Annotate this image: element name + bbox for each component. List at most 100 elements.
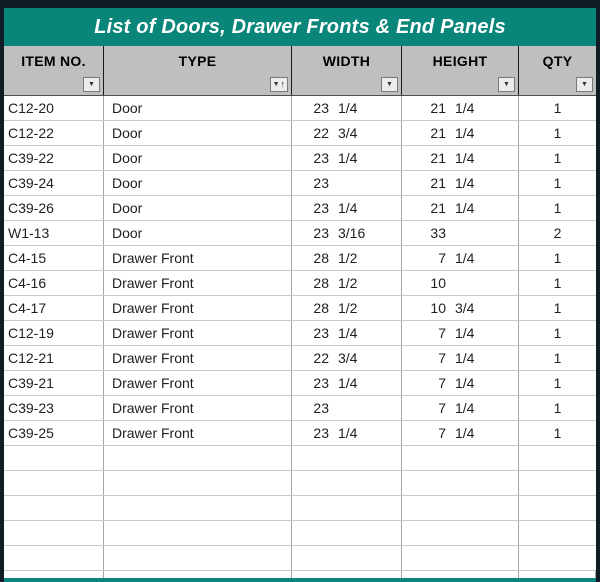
qty-cell[interactable]: 1 [553, 425, 562, 441]
width-cell[interactable]: 23 1/4 [292, 196, 402, 220]
filter-dropdown-button[interactable]: ▼ [576, 77, 593, 92]
type-cell[interactable]: Door [104, 146, 292, 170]
empty-cell[interactable] [104, 471, 292, 495]
width-cell[interactable]: 23 1/4 [292, 421, 402, 445]
height-cell[interactable]: 21 1/4 [402, 196, 519, 220]
qty-cell[interactable]: 1 [553, 100, 562, 116]
type-cell[interactable]: Door [104, 171, 292, 195]
height-cell[interactable]: 21 1/4 [402, 146, 519, 170]
qty-cell[interactable]: 1 [553, 400, 562, 416]
empty-cell[interactable] [519, 471, 596, 495]
width-cell[interactable]: 28 1/2 [292, 296, 402, 320]
item-no-cell[interactable]: C39-25 [4, 421, 104, 445]
empty-cell[interactable] [4, 521, 104, 545]
height-cell[interactable]: 7 1/4 [402, 371, 519, 395]
empty-cell[interactable] [104, 521, 292, 545]
item-no-cell[interactable]: C4-16 [4, 271, 104, 295]
width-cell[interactable]: 23 1/4 [292, 146, 402, 170]
height-cell[interactable]: 7 1/4 [402, 346, 519, 370]
empty-cell[interactable] [104, 496, 292, 520]
width-cell[interactable]: 23 [292, 171, 402, 195]
item-no-cell[interactable]: C12-20 [4, 96, 104, 120]
qty-cell[interactable]: 1 [553, 175, 562, 191]
empty-cell[interactable] [292, 496, 402, 520]
height-cell[interactable]: 7 1/4 [402, 321, 519, 345]
item-no-cell[interactable]: C39-26 [4, 196, 104, 220]
item-no-cell[interactable]: C39-23 [4, 396, 104, 420]
item-no-cell[interactable]: C12-19 [4, 321, 104, 345]
filter-dropdown-button[interactable]: ▼ [83, 77, 100, 92]
height-cell[interactable]: 33 [402, 221, 519, 245]
height-cell[interactable]: 7 1/4 [402, 396, 519, 420]
type-cell[interactable]: Drawer Front [104, 421, 292, 445]
height-cell[interactable]: 21 1/4 [402, 171, 519, 195]
empty-cell[interactable] [402, 446, 519, 470]
empty-cell[interactable] [519, 446, 596, 470]
item-no-cell[interactable]: C39-22 [4, 146, 104, 170]
column-header-qty[interactable]: QTY ▼ [519, 46, 596, 95]
column-header-width[interactable]: WIDTH ▼ [292, 46, 402, 95]
qty-cell[interactable]: 1 [553, 275, 562, 291]
empty-cell[interactable] [4, 471, 104, 495]
empty-cell[interactable] [104, 546, 292, 570]
type-cell[interactable]: Door [104, 96, 292, 120]
item-no-cell[interactable]: W1-13 [4, 221, 104, 245]
item-no-cell[interactable]: C39-21 [4, 371, 104, 395]
empty-cell[interactable] [4, 446, 104, 470]
empty-cell[interactable] [292, 521, 402, 545]
type-cell[interactable]: Drawer Front [104, 271, 292, 295]
width-cell[interactable]: 22 3/4 [292, 346, 402, 370]
filter-dropdown-sorted-button[interactable]: ▼ ↑ [269, 77, 288, 92]
width-cell[interactable]: 23 [292, 396, 402, 420]
item-no-cell[interactable]: C39-24 [4, 171, 104, 195]
height-cell[interactable]: 21 1/4 [402, 121, 519, 145]
empty-cell[interactable] [402, 546, 519, 570]
width-cell[interactable]: 28 1/2 [292, 271, 402, 295]
item-no-cell[interactable]: C4-15 [4, 246, 104, 270]
qty-cell[interactable]: 1 [553, 200, 562, 216]
type-cell[interactable]: Drawer Front [104, 321, 292, 345]
column-header-height[interactable]: HEIGHT ▼ [402, 46, 519, 95]
height-cell[interactable]: 10 [402, 271, 519, 295]
qty-cell[interactable]: 1 [553, 250, 562, 266]
empty-cell[interactable] [292, 546, 402, 570]
qty-cell[interactable]: 1 [553, 350, 562, 366]
empty-cell[interactable] [292, 446, 402, 470]
width-cell[interactable]: 22 3/4 [292, 121, 402, 145]
type-cell[interactable]: Drawer Front [104, 371, 292, 395]
qty-cell[interactable]: 1 [553, 300, 562, 316]
width-cell[interactable]: 28 1/2 [292, 246, 402, 270]
qty-cell[interactable]: 1 [553, 375, 562, 391]
item-no-cell[interactable]: C12-21 [4, 346, 104, 370]
width-cell[interactable]: 23 3/16 [292, 221, 402, 245]
column-header-item-no[interactable]: ITEM NO. ▼ [4, 46, 104, 95]
type-cell[interactable]: Door [104, 196, 292, 220]
height-cell[interactable]: 7 1/4 [402, 421, 519, 445]
height-cell[interactable]: 7 1/4 [402, 246, 519, 270]
empty-cell[interactable] [402, 521, 519, 545]
qty-cell[interactable]: 1 [553, 125, 562, 141]
type-cell[interactable]: Door [104, 221, 292, 245]
item-no-cell[interactable]: C12-22 [4, 121, 104, 145]
type-cell[interactable]: Drawer Front [104, 246, 292, 270]
type-cell[interactable]: Drawer Front [104, 396, 292, 420]
empty-cell[interactable] [4, 496, 104, 520]
filter-dropdown-button[interactable]: ▼ [498, 77, 515, 92]
qty-cell[interactable]: 2 [553, 225, 562, 241]
filter-dropdown-button[interactable]: ▼ [381, 77, 398, 92]
width-cell[interactable]: 23 1/4 [292, 96, 402, 120]
empty-cell[interactable] [402, 496, 519, 520]
empty-cell[interactable] [519, 521, 596, 545]
column-header-type[interactable]: TYPE ▼ ↑ [104, 46, 292, 95]
item-no-cell[interactable]: C4-17 [4, 296, 104, 320]
empty-cell[interactable] [4, 546, 104, 570]
qty-cell[interactable]: 1 [553, 325, 562, 341]
height-cell[interactable]: 21 1/4 [402, 96, 519, 120]
type-cell[interactable]: Door [104, 121, 292, 145]
empty-cell[interactable] [519, 496, 596, 520]
qty-cell[interactable]: 1 [553, 150, 562, 166]
width-cell[interactable]: 23 1/4 [292, 371, 402, 395]
empty-cell[interactable] [402, 471, 519, 495]
type-cell[interactable]: Drawer Front [104, 296, 292, 320]
width-cell[interactable]: 23 1/4 [292, 321, 402, 345]
